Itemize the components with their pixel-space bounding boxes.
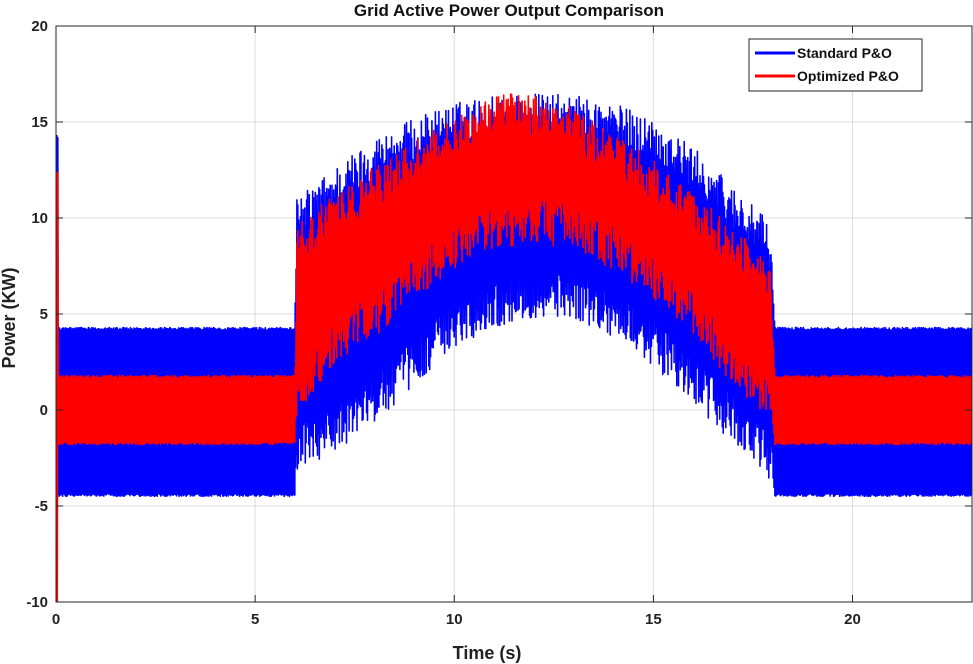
x-tick-label: 5 [251,611,259,628]
legend-label-optimized-po: Optimized P&O [797,68,899,84]
y-tick-label: 15 [31,114,48,131]
x-tick-label: 10 [446,611,463,628]
legend-box [748,38,923,92]
x-tick-label: 15 [645,611,662,628]
y-tick-label: 10 [31,210,48,227]
series-line-optimized-po [56,93,972,602]
legend-label-standard-po: Standard P&O [797,45,892,61]
y-tick-label: -5 [35,498,48,515]
y-axis-label: Power (KW) [0,267,19,368]
y-tick-label: 5 [40,306,48,323]
y-tick-label: 20 [31,18,48,35]
y-tick-label: 0 [40,402,48,419]
chart-title: Grid Active Power Output Comparison [354,1,664,20]
y-tick-label: -10 [26,594,48,611]
x-tick-label: 20 [844,611,861,628]
x-tick-label: 0 [52,611,60,628]
x-axis-label: Time (s) [453,643,522,663]
